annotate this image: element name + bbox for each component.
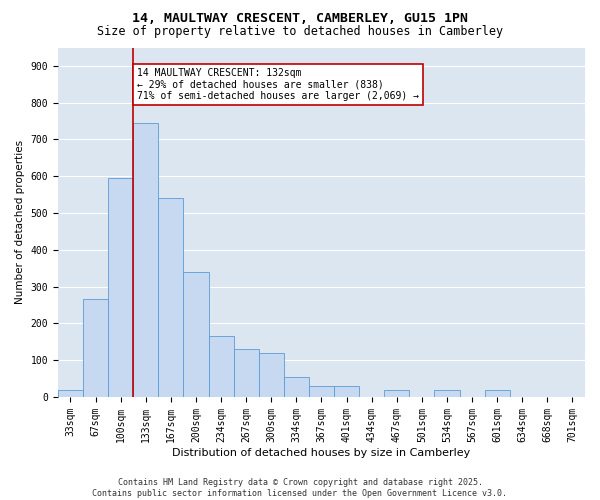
Bar xyxy=(309,386,334,397)
Bar xyxy=(133,123,158,397)
Bar xyxy=(158,198,184,397)
Bar xyxy=(284,376,309,397)
Bar xyxy=(233,349,259,397)
Bar xyxy=(384,390,409,397)
Bar xyxy=(209,336,233,397)
Bar xyxy=(334,386,359,397)
Bar xyxy=(259,353,284,397)
Bar xyxy=(434,390,460,397)
Bar xyxy=(108,178,133,397)
Bar xyxy=(58,390,83,397)
Text: Size of property relative to detached houses in Camberley: Size of property relative to detached ho… xyxy=(97,25,503,38)
Text: Contains HM Land Registry data © Crown copyright and database right 2025.
Contai: Contains HM Land Registry data © Crown c… xyxy=(92,478,508,498)
Bar xyxy=(83,300,108,397)
Text: 14 MAULTWAY CRESCENT: 132sqm
← 29% of detached houses are smaller (838)
71% of s: 14 MAULTWAY CRESCENT: 132sqm ← 29% of de… xyxy=(137,68,419,101)
X-axis label: Distribution of detached houses by size in Camberley: Distribution of detached houses by size … xyxy=(172,448,470,458)
Text: 14, MAULTWAY CRESCENT, CAMBERLEY, GU15 1PN: 14, MAULTWAY CRESCENT, CAMBERLEY, GU15 1… xyxy=(132,12,468,26)
Y-axis label: Number of detached properties: Number of detached properties xyxy=(15,140,25,304)
Bar xyxy=(184,272,209,397)
Bar xyxy=(485,390,510,397)
